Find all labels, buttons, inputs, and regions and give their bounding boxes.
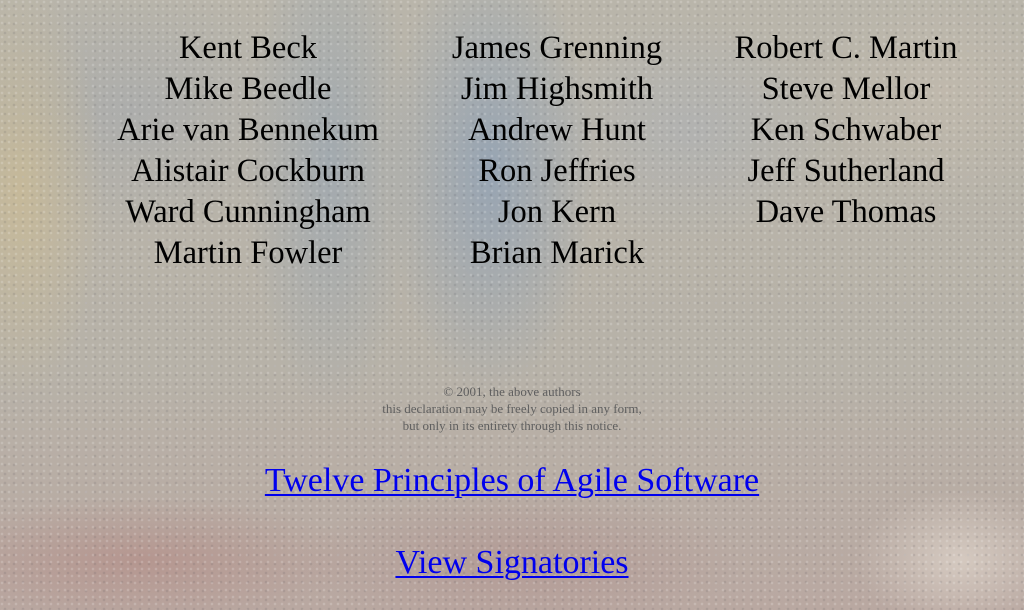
signer-name: Mike Beedle	[164, 71, 332, 107]
principles-link-container: Twelve Principles of Agile Software	[0, 461, 1024, 501]
signer-name: Martin Fowler	[153, 235, 343, 271]
signer-name: Dave Thomas	[755, 194, 937, 230]
view-signatories-link[interactable]: View Signatories	[395, 544, 629, 581]
signers-column-3: Robert C. Martin Steve Mellor Ken Schwab…	[690, 28, 1002, 233]
signer-name: James Grenning	[451, 30, 663, 66]
copyright-line: © 2001, the above authors	[443, 384, 581, 399]
signer-name: Alistair Cockburn	[131, 153, 365, 189]
signer-name: Andrew Hunt	[468, 112, 646, 148]
signers-column-2: James Grenning Jim Highsmith Andrew Hunt…	[405, 28, 709, 274]
signer-name: Arie van Bennekum	[117, 112, 379, 148]
signer-name: Jeff Sutherland	[747, 153, 945, 189]
twelve-principles-link[interactable]: Twelve Principles of Agile Software	[264, 462, 760, 499]
signers-column-1: Kent Beck Mike Beedle Arie van Bennekum …	[92, 28, 404, 274]
signer-name: Brian Marick	[469, 235, 645, 271]
signer-name: Robert C. Martin	[734, 30, 958, 66]
signers-list: Kent Beck Mike Beedle Arie van Bennekum …	[0, 28, 1024, 278]
signer-name: Ron Jeffries	[478, 153, 636, 189]
signer-name: Ken Schwaber	[750, 112, 942, 148]
copyright-notice: © 2001, the above authors this declarati…	[0, 383, 1024, 434]
signer-name: Jon Kern	[497, 194, 617, 230]
copy-condition-line: but only in its entirety through this no…	[402, 418, 622, 433]
signer-name: Kent Beck	[178, 30, 318, 66]
signatories-link-container: View Signatories	[0, 543, 1024, 583]
signer-name: Jim Highsmith	[460, 71, 654, 107]
signer-name: Ward Cunningham	[125, 194, 371, 230]
copy-permission-line: this declaration may be freely copied in…	[382, 401, 642, 416]
signer-name: Steve Mellor	[761, 71, 931, 107]
